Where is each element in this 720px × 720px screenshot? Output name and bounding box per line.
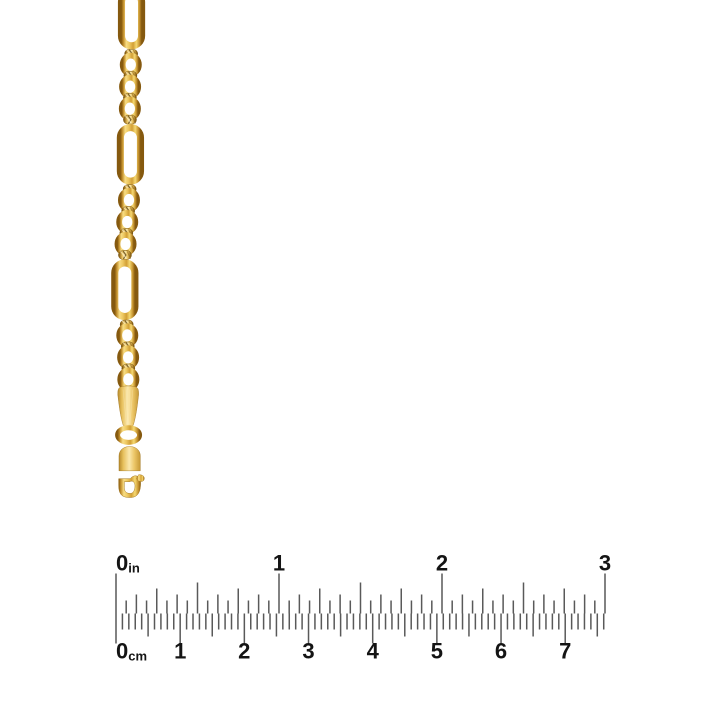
svg-text:3: 3 <box>302 639 314 664</box>
svg-text:7: 7 <box>559 639 571 664</box>
svg-text:1: 1 <box>174 639 186 664</box>
svg-text:2: 2 <box>238 639 250 664</box>
svg-text:0in: 0in <box>116 551 140 576</box>
svg-text:2: 2 <box>436 551 448 576</box>
svg-text:3: 3 <box>599 551 611 576</box>
svg-text:6: 6 <box>495 639 507 664</box>
svg-text:4: 4 <box>367 639 380 664</box>
svg-text:5: 5 <box>431 639 443 664</box>
svg-text:1: 1 <box>273 551 285 576</box>
svg-text:0cm: 0cm <box>116 639 147 664</box>
